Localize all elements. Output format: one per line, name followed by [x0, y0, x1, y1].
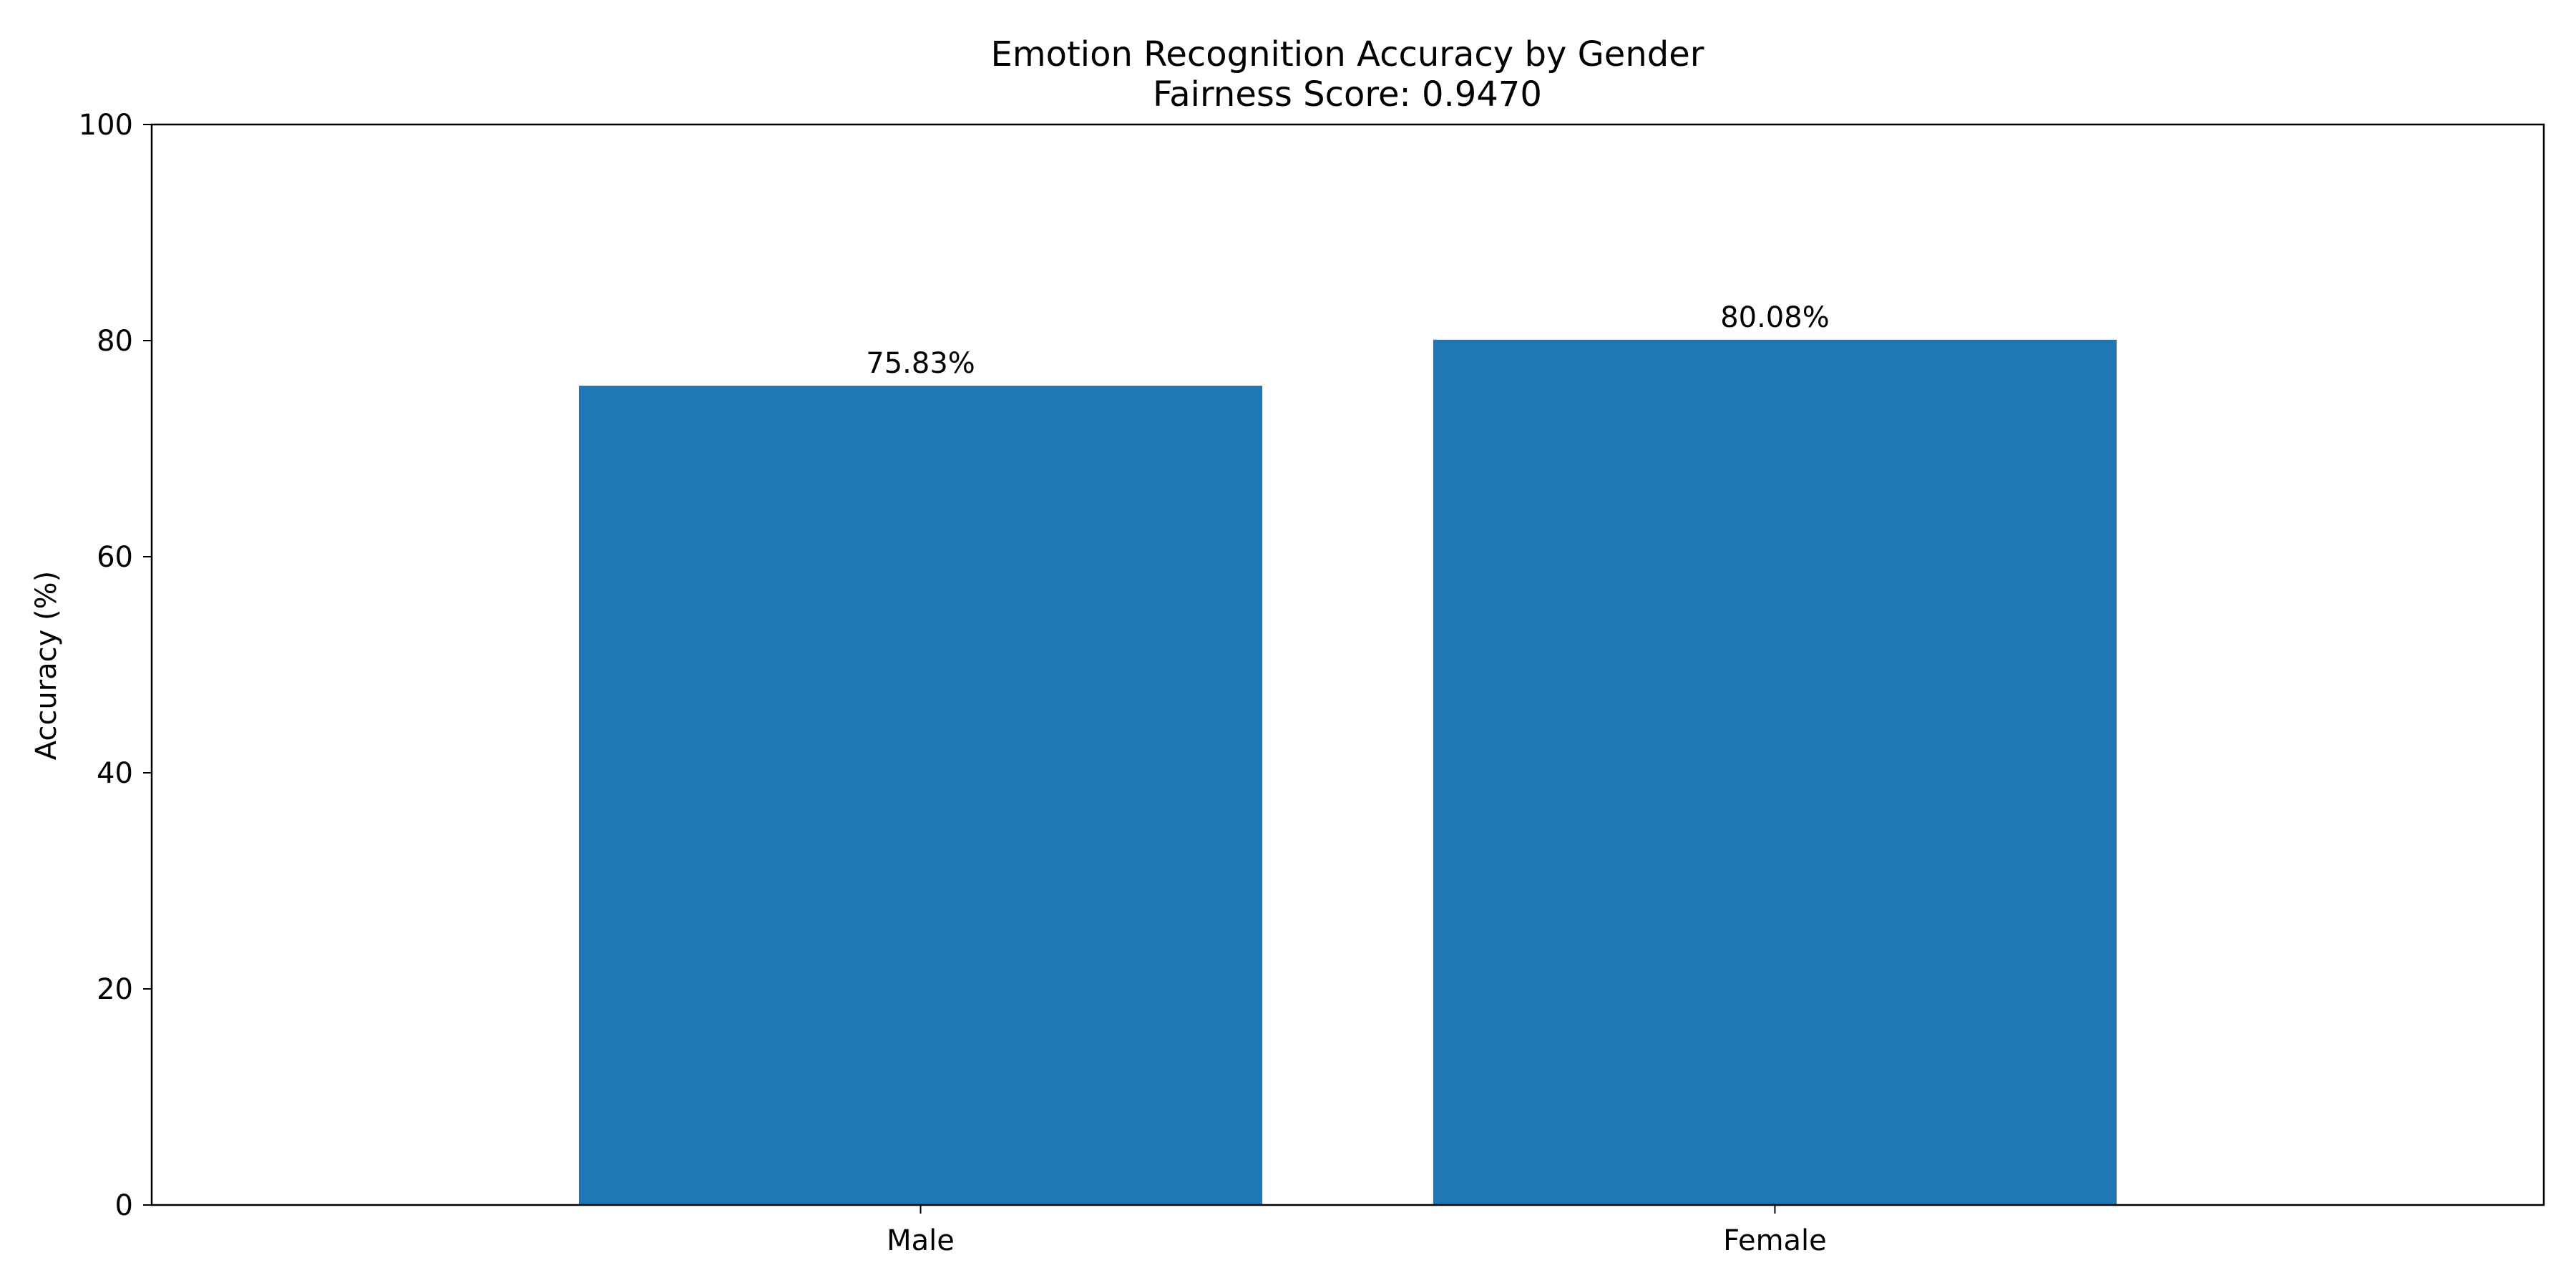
text-layer: Emotion Recognition Accuracy by Gender F… [30, 34, 1830, 1257]
x-tick-label-male: Male [887, 1224, 955, 1257]
y-tick-label: 20 [97, 973, 133, 1006]
bars-layer [578, 339, 2117, 1205]
axes-layer [143, 123, 2545, 1214]
y-tick-label: 100 [79, 109, 133, 142]
y-tick-label: 40 [97, 757, 133, 790]
data-label-female: 80.08% [1720, 301, 1830, 334]
chart-subtitle: Fairness Score: 0.9470 [1153, 74, 1542, 114]
y-tick-label: 80 [97, 325, 133, 358]
data-label-male: 75.83% [866, 347, 975, 380]
x-tick-label-female: Female [1723, 1224, 1827, 1257]
y-axis-label: Accuracy (%) [30, 571, 63, 761]
bar-male [578, 385, 1263, 1205]
chart-title: Emotion Recognition Accuracy by Gender [991, 34, 1704, 74]
plot-frame [150, 123, 2545, 1206]
y-tick-label: 0 [115, 1189, 133, 1222]
y-tick-label: 60 [97, 541, 133, 574]
bar-female [1433, 339, 2117, 1205]
